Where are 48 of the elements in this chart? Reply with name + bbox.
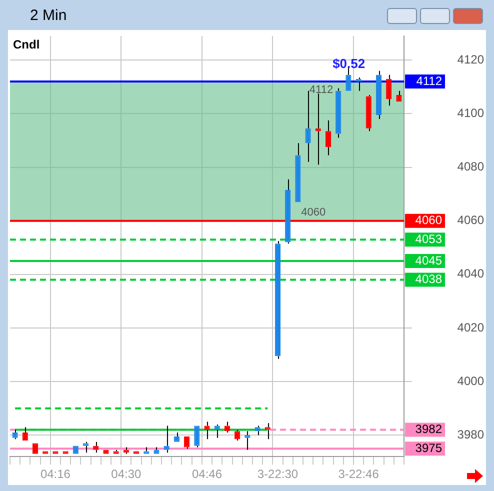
- x-tick-label: 04:16: [40, 467, 71, 482]
- ref-line-label: 4112: [416, 74, 442, 88]
- y-tick-label: 4060: [457, 213, 484, 228]
- candlestick: [144, 446, 150, 454]
- ref-line-label: 3982: [415, 422, 442, 436]
- candlestick: [336, 88, 342, 138]
- y-tick-label: 4080: [457, 160, 484, 174]
- chart-title: 2 Min: [30, 7, 67, 24]
- ref-line-label: 3975: [415, 440, 442, 455]
- annotation: 4060: [301, 206, 326, 218]
- x-tick-label: 3-22:46: [338, 467, 380, 482]
- y-tick-label: 4040: [457, 266, 484, 281]
- candlestick: [234, 429, 240, 442]
- candlestick: [396, 90, 402, 102]
- ref-line-label: 4060: [415, 213, 442, 228]
- annotation: 4112: [309, 84, 334, 96]
- ref-line-label: 4038: [415, 272, 442, 286]
- y-tick-label: 4100: [457, 106, 484, 120]
- x-tick-label: 04:30: [111, 467, 142, 482]
- candlestick: [204, 421, 210, 440]
- y-tick-label: 4020: [457, 320, 484, 334]
- candlestick: [264, 422, 270, 440]
- candlestick: [366, 94, 372, 132]
- candlestick: [274, 240, 280, 360]
- y-tick-label: 4000: [457, 374, 484, 388]
- candlestick: [82, 441, 89, 454]
- candlestick: [164, 425, 170, 454]
- candlestick: [295, 142, 301, 202]
- ref-line-label: 4053: [415, 232, 442, 246]
- candlestick: [184, 436, 190, 450]
- annotation: Cndl: [13, 37, 40, 52]
- y-tick-label: 3980: [457, 427, 484, 442]
- x-tick-label: 04:46: [192, 467, 222, 482]
- x-tick-label: 3-22:30: [257, 467, 298, 482]
- candlestick: [376, 70, 382, 120]
- candlestick: [174, 432, 180, 442]
- candlestick: [254, 425, 260, 436]
- candlestick: [93, 441, 99, 454]
- candlestick: [154, 446, 160, 454]
- candlestick: [285, 178, 291, 244]
- ref-line-label: 4045: [415, 253, 442, 268]
- candlestick: [305, 90, 311, 162]
- candlestick: [386, 74, 392, 106]
- candlestick: [214, 424, 220, 438]
- y-tick-label: 4120: [457, 52, 484, 66]
- annotation: $0.52: [332, 56, 366, 71]
- candlestick: [244, 430, 250, 450]
- candlestick: [325, 120, 332, 156]
